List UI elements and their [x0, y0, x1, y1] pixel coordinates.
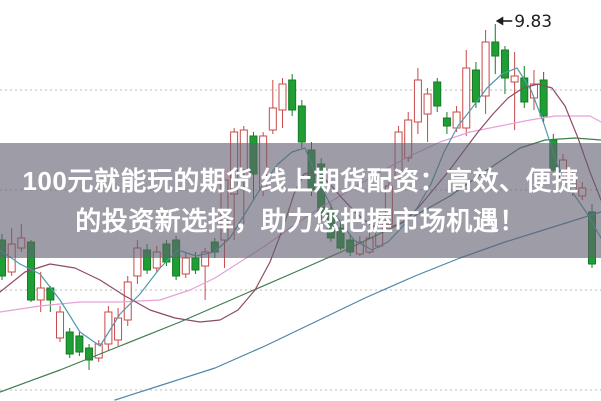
- candle-body: [442, 117, 451, 127]
- candle-body: [181, 257, 190, 275]
- promo-banner: 100元就能玩的期货 线上期货配资：高效、便捷 的投资新选择，助力您把握市场机遇…: [0, 143, 601, 258]
- annotation-price-label: 9.83: [514, 12, 552, 32]
- candle-body: [462, 67, 471, 129]
- candle-body: [413, 79, 422, 123]
- candle-body: [36, 287, 45, 301]
- candle-body: [520, 77, 529, 103]
- candle-body: [433, 81, 442, 107]
- promo-banner-line-2: 的投资新选择，助力您把握市场机遇！: [75, 205, 526, 236]
- candle-body: [278, 83, 287, 111]
- candle-body: [65, 331, 74, 355]
- candle-body: [85, 347, 94, 361]
- candle-body: [471, 69, 480, 103]
- candle-body: [500, 49, 509, 79]
- candle-body: [56, 311, 65, 339]
- promo-banner-line-1: 100元就能玩的期货 线上期货配资：高效、便捷: [22, 165, 579, 196]
- candle-body: [423, 93, 432, 115]
- annotation-arrow-head: [495, 16, 504, 26]
- candle-body: [510, 75, 519, 83]
- candle-body: [75, 335, 84, 353]
- candle-body: [288, 79, 297, 111]
- candle-body: [94, 343, 103, 359]
- candle-body: [491, 41, 500, 57]
- candle-body: [191, 257, 200, 271]
- candle-body: [268, 107, 277, 131]
- candle-body: [539, 79, 548, 117]
- candle-body: [481, 41, 490, 97]
- candle-body: [297, 105, 306, 143]
